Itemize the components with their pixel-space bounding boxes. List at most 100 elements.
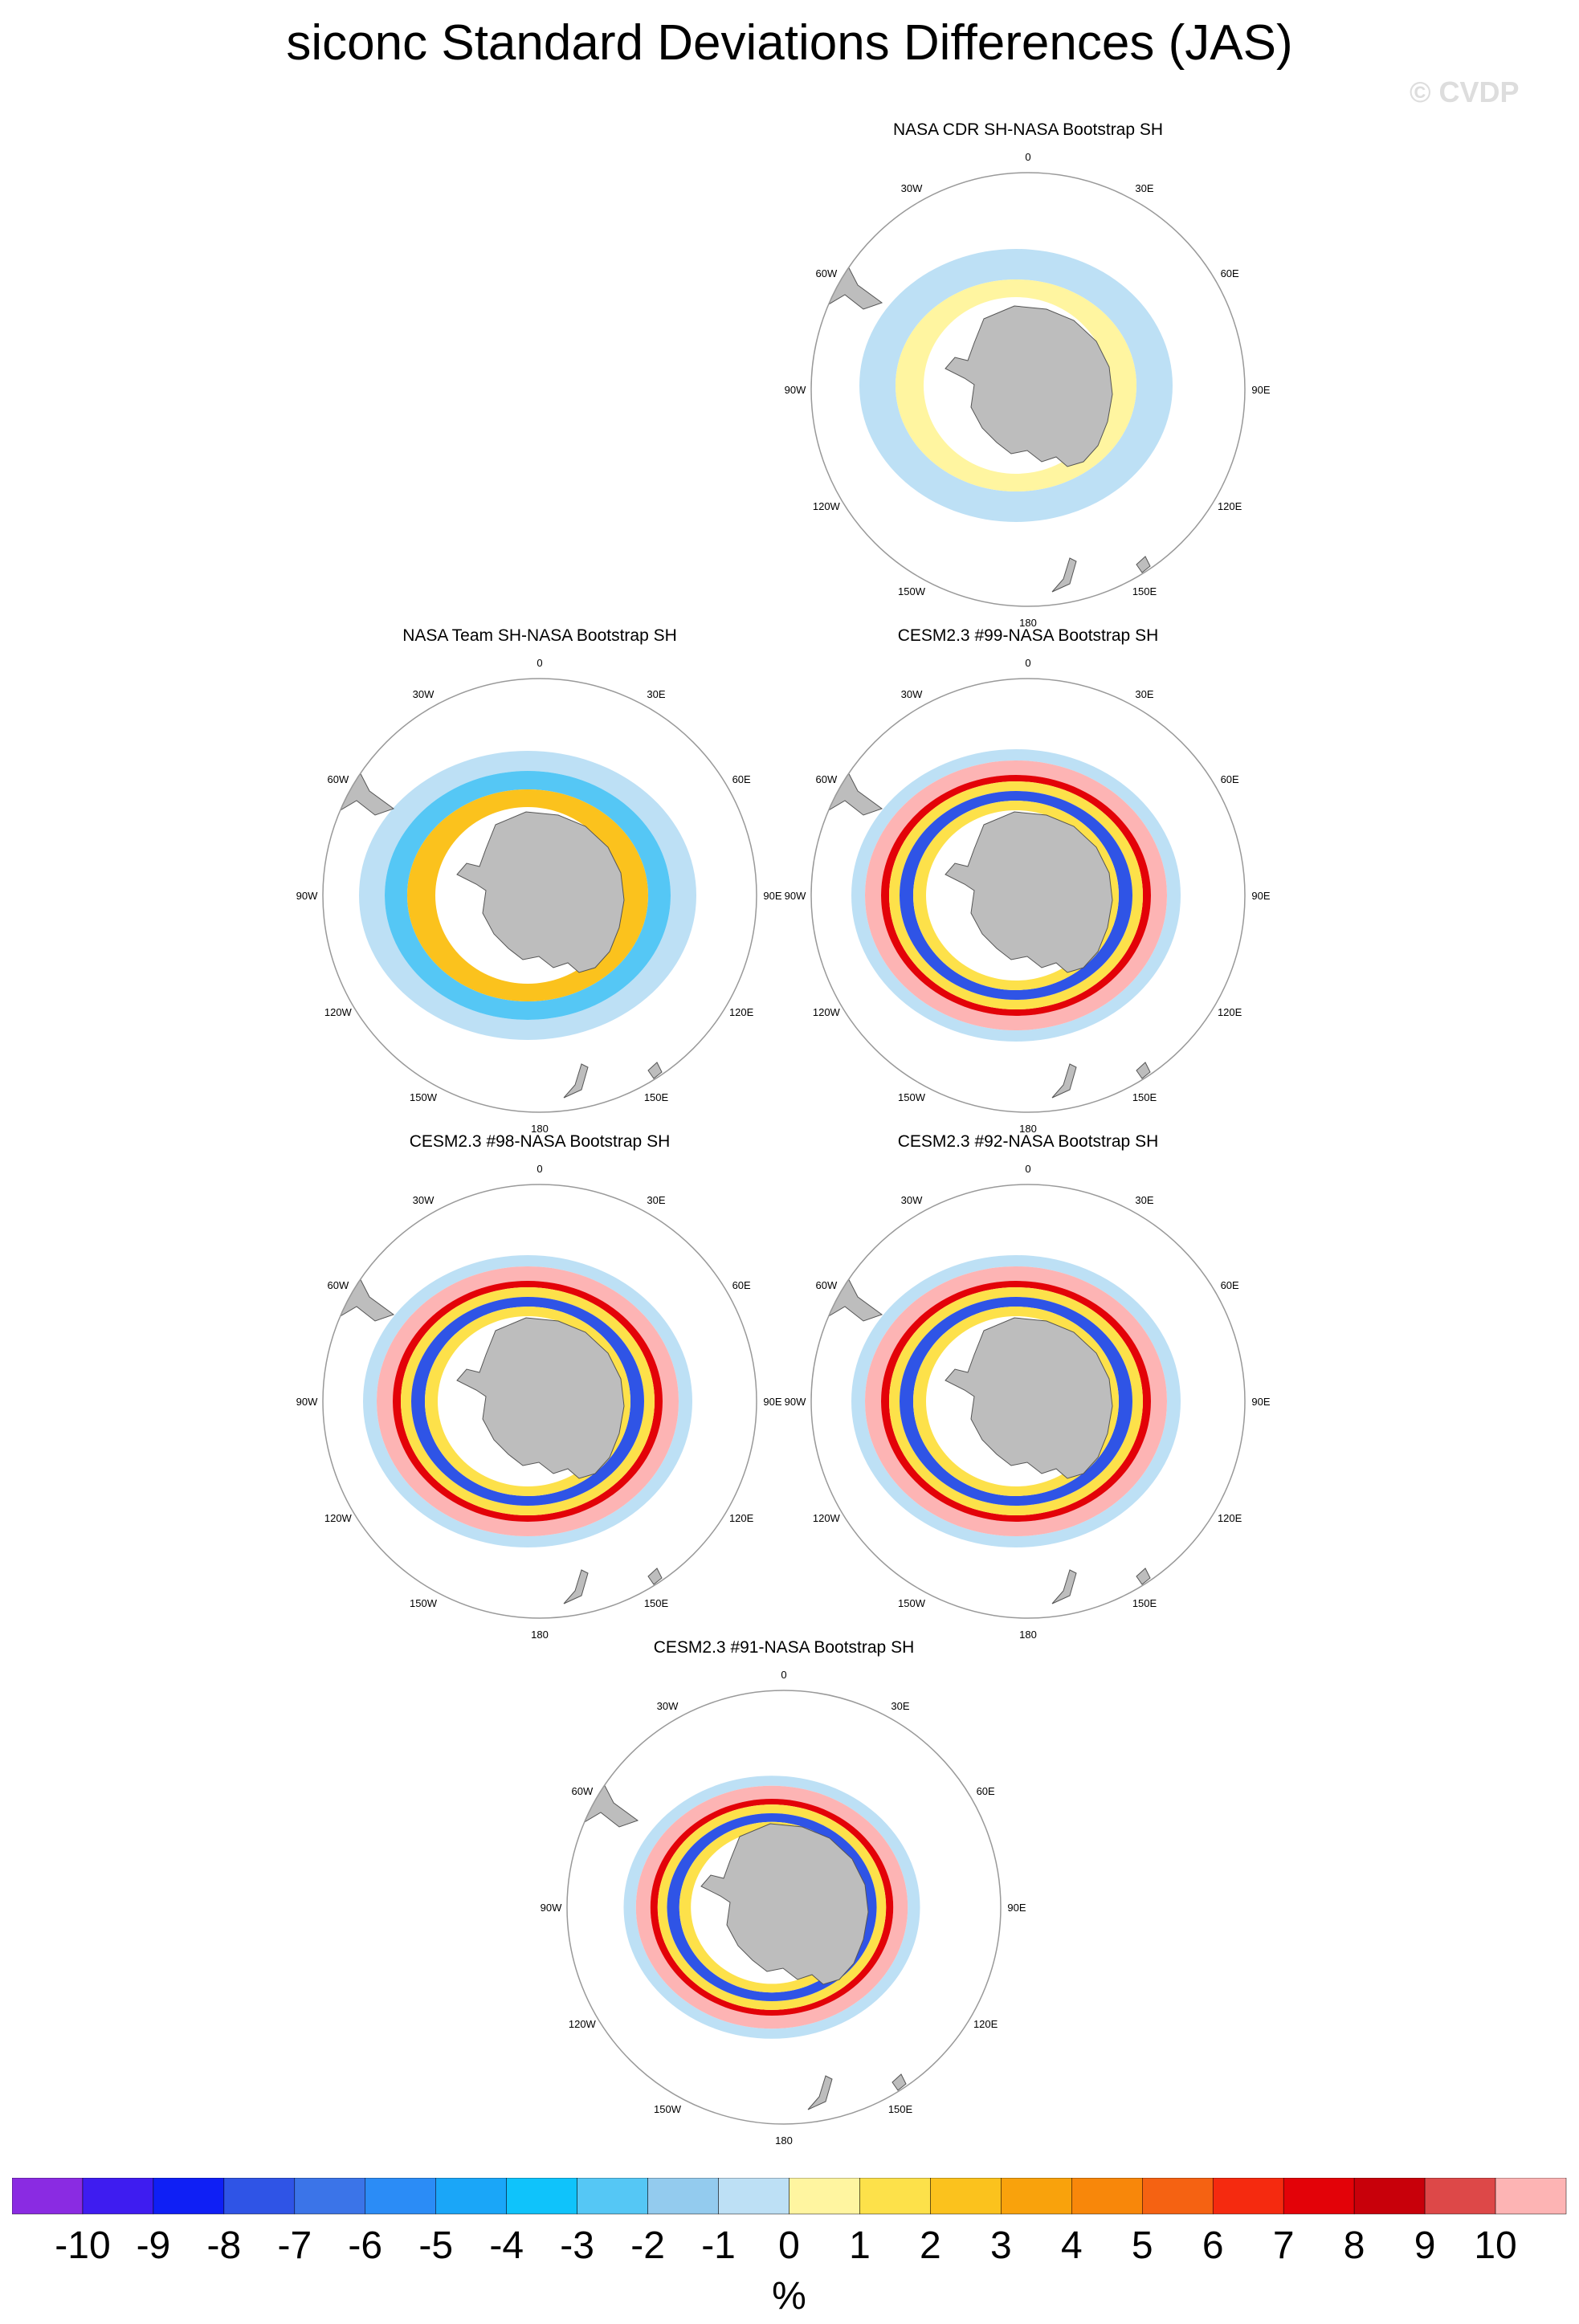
longitude-label: 180	[775, 2134, 793, 2147]
australia-tip-landmass	[1136, 1062, 1151, 1079]
longitude-label: 90E	[763, 1396, 781, 1408]
longitude-label: 180	[1019, 1123, 1037, 1135]
panel-title: CESM2.3 #91-NASA Bootstrap SH	[653, 1638, 915, 1657]
colorbar-swatch	[223, 2178, 296, 2215]
colorbar-tick-label: -10	[55, 2224, 110, 2267]
colorbar-tick-label: 8	[1344, 2224, 1365, 2267]
south-america-landmass	[570, 1774, 639, 1828]
panel-title: CESM2.3 #99-NASA Bootstrap SH	[897, 626, 1159, 645]
longitude-label: 60W	[327, 1279, 349, 1291]
panel-title: NASA CDR SH-NASA Bootstrap SH	[892, 120, 1164, 139]
longitude-label: 150E	[644, 1597, 669, 1609]
antarctica-landmass	[945, 305, 1113, 467]
colorbar-swatch	[718, 2178, 790, 2215]
colorbar-swatch	[930, 2178, 1002, 2215]
longitude-label: 90E	[1251, 890, 1270, 902]
longitude-label: 150E	[1132, 585, 1157, 597]
map-boundary	[566, 1690, 1002, 2125]
longitude-label: 180	[1019, 617, 1037, 629]
longitude-label: 60E	[1221, 773, 1239, 785]
longitude-label: 150W	[410, 1597, 438, 1609]
longitude-label: 60E	[1221, 267, 1239, 279]
antarctica-landmass	[700, 1823, 869, 1985]
colorbar-swatch	[294, 2178, 366, 2215]
panel-title: CESM2.3 #98-NASA Bootstrap SH	[409, 1132, 671, 1151]
colorbar-tick-label: -3	[560, 2224, 594, 2267]
longitude-label: 120E	[1218, 1512, 1242, 1524]
polar-map: 0 30E 60E 90E 120E 150E 180 150W 120W 90W 60W 30W	[785, 657, 1271, 1135]
antarctica-landmass	[456, 1317, 625, 1479]
longitude-label: 30W	[901, 688, 923, 700]
panel-title: NASA Team SH-NASA Bootstrap SH	[402, 626, 677, 645]
longitude-label: 180	[531, 1123, 549, 1135]
colorbar-swatch	[1212, 2178, 1284, 2215]
colorbar-tick-label: 4	[1061, 2224, 1083, 2267]
new-zealand-landmass	[1051, 557, 1077, 593]
longitude-label: 30E	[891, 1700, 909, 1712]
longitude-label: 60W	[815, 1279, 837, 1291]
new-zealand-landmass	[563, 1569, 589, 1604]
longitude-label: 60E	[1221, 1279, 1239, 1291]
polar-map: 0 30E 60E 90E 120E 150E 180 150W 120W 90W 60W 30W	[785, 151, 1271, 629]
colorbar-swatch	[1353, 2178, 1426, 2215]
colorbar-tick-label: -8	[207, 2224, 242, 2267]
longitude-label: 180	[1019, 1629, 1037, 1641]
longitude-label: 120E	[729, 1006, 754, 1018]
longitude-label: 30E	[1135, 182, 1153, 194]
figure-title: siconc Standard Deviations Differences (…	[286, 15, 1293, 71]
longitude-label: 30E	[647, 1194, 665, 1206]
longitude-label: 30W	[413, 1194, 435, 1206]
south-america-landmass	[326, 1268, 395, 1322]
longitude-label: 120E	[1218, 500, 1242, 512]
colorbar-swatch	[1495, 2178, 1567, 2215]
map-boundary	[322, 678, 757, 1113]
colorbar-swatch	[1001, 2178, 1072, 2215]
polar-map: 0 30E 60E 90E 120E 150E 180 150W 120W 90W 60W 30W	[785, 1163, 1271, 1641]
south-america-landmass	[814, 762, 883, 816]
longitude-label: 120W	[324, 1006, 353, 1018]
longitude-label: 120W	[324, 1512, 353, 1524]
colorbar-swatch	[435, 2178, 507, 2215]
colorbar-swatch	[1071, 2178, 1143, 2215]
colorbar-tick-label: 1	[849, 2224, 871, 2267]
longitude-label: 180	[531, 1629, 549, 1641]
australia-tip-landmass	[647, 1568, 663, 1585]
colorbar-swatch	[647, 2178, 719, 2215]
longitude-label: 90E	[1251, 1396, 1270, 1408]
colorbar-swatch	[12, 2178, 84, 2215]
map-boundary	[810, 172, 1246, 607]
longitude-label: 90E	[763, 890, 781, 902]
longitude-label: 120E	[973, 2018, 998, 2030]
longitude-label: 150W	[898, 1597, 926, 1609]
longitude-label: 60W	[815, 267, 837, 279]
longitude-label: 0	[781, 1669, 786, 1681]
longitude-label: 0	[537, 1163, 542, 1175]
new-zealand-landmass	[807, 2075, 833, 2110]
longitude-label: 120W	[813, 1512, 841, 1524]
longitude-label: 60E	[732, 773, 751, 785]
longitude-label: 60E	[977, 1785, 995, 1797]
colorbar-swatch	[82, 2178, 154, 2215]
longitude-label: 120E	[729, 1512, 754, 1524]
longitude-label: 30W	[901, 182, 923, 194]
longitude-label: 60W	[327, 773, 349, 785]
australia-tip-landmass	[892, 2073, 907, 2091]
colorbar-tick-label: 10	[1474, 2224, 1516, 2267]
map-boundary	[810, 678, 1246, 1113]
longitude-label: 0	[1025, 657, 1030, 669]
longitude-label: 90E	[1251, 384, 1270, 396]
antarctica-landmass	[945, 811, 1113, 973]
colorbar-tick-label: -4	[489, 2224, 524, 2267]
longitude-label: 30E	[1135, 688, 1153, 700]
longitude-label: 150W	[654, 2103, 682, 2115]
colorbar-tick-label: 7	[1273, 2224, 1295, 2267]
longitude-label: 30E	[647, 688, 665, 700]
new-zealand-landmass	[1051, 1063, 1077, 1099]
map-boundary	[322, 1184, 757, 1619]
south-america-landmass	[814, 1268, 883, 1322]
longitude-label: 120W	[569, 2018, 597, 2030]
colorbar-swatch	[577, 2178, 648, 2215]
longitude-label: 150E	[1132, 1091, 1157, 1103]
colorbar-swatch	[1283, 2178, 1355, 2215]
longitude-label: 30E	[1135, 1194, 1153, 1206]
